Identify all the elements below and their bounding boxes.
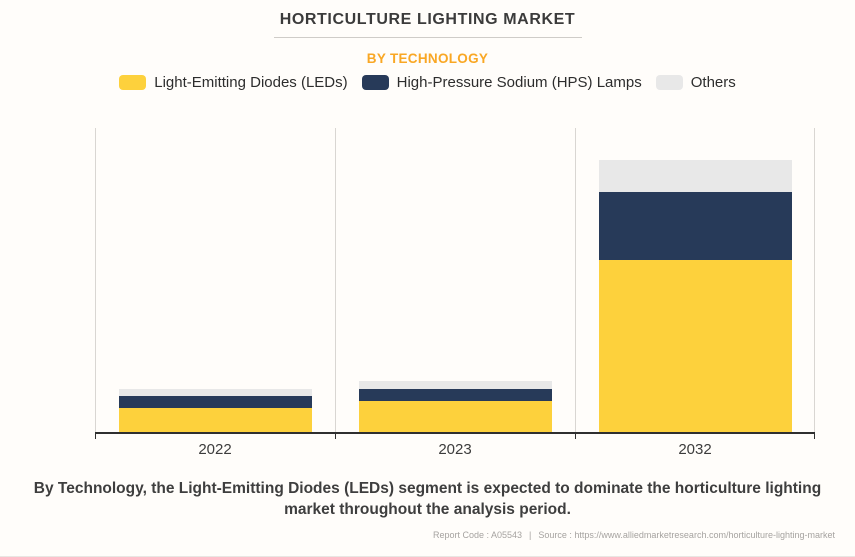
legend-label-leds: Light-Emitting Diodes (LEDs) [154,74,348,91]
bar-segment-2022-series-2 [118,389,312,397]
gridline-right [814,128,815,432]
gridline-mid-1 [335,128,336,432]
legend-swatch-others-icon [655,75,683,90]
plot-area [95,128,815,439]
x-axis-labels: 2022 2023 2032 [95,434,815,458]
bar-segment-2032-series-1 [598,192,792,260]
legend-item-hps: High-Pressure Sodium (HPS) Lamps [361,74,642,91]
legend-label-hps: High-Pressure Sodium (HPS) Lamps [396,74,642,91]
source-link[interactable]: Source : https://www.alliedmarketresearc… [538,529,835,540]
gridline-left [95,128,96,432]
axis-tick [814,434,815,439]
x-label-2032: 2032 [678,441,712,458]
bar-segment-2032-series-0 [598,260,792,432]
axis-tick [95,434,96,439]
legend-label-others: Others [690,74,736,91]
stacked-bar-2023 [358,381,552,432]
title-underline [273,37,582,38]
gridline-mid-2 [575,128,576,432]
page-title: HORTICULTURE LIGHTING MARKET [279,11,576,28]
bar-segment-2023-series-0 [358,401,552,432]
chart-subtitle: BY TECHNOLOGY [366,51,489,66]
bar-segment-2032-series-2 [598,160,792,193]
footer-separator: | [529,529,532,540]
report-code: Report Code : A05543 [432,529,523,540]
bar-segment-2023-series-2 [358,381,552,390]
bar-segment-2023-series-1 [358,389,552,402]
footer: Report Code : A05543 | Source : https://ww… [0,530,855,540]
axis-tick [335,434,336,439]
bar-column-2023 [335,128,575,432]
legend-swatch-hps-icon [361,75,389,90]
legend-swatch-leds-icon [119,75,147,90]
bar-segment-2022-series-0 [118,408,312,432]
bar-segment-2022-series-1 [118,396,312,409]
bar-column-2032 [575,128,815,432]
chart-caption: By Technology, the Light-Emitting Diodes… [33,480,822,518]
plot-bars [95,128,815,432]
stacked-bar-2022 [118,389,312,432]
stacked-bar-2032 [598,160,792,432]
legend: Light-Emitting Diodes (LEDs) High-Pressu… [0,74,855,91]
legend-item-leds: Light-Emitting Diodes (LEDs) [119,74,348,91]
x-label-2023: 2023 [438,441,472,458]
bar-column-2022 [95,128,335,432]
legend-item-others: Others [655,74,736,91]
axis-tick [575,434,576,439]
x-label-2022: 2022 [198,441,232,458]
